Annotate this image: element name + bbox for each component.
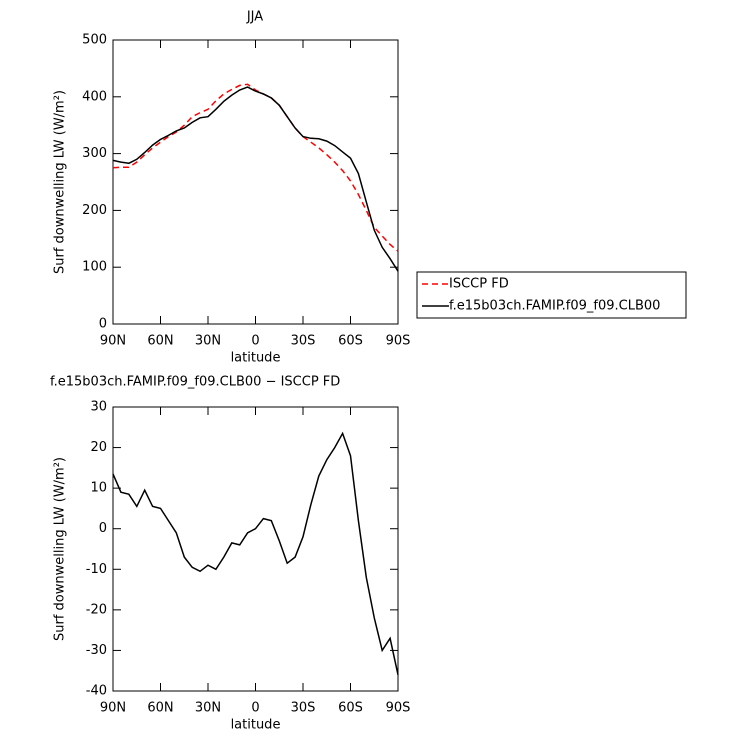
- y-tick-label: 20: [90, 440, 107, 455]
- chart-title: f.e15b03ch.FAMIP.f09_f09.CLB00 − ISCCP F…: [50, 375, 340, 390]
- y-tick-label: 10: [90, 481, 107, 496]
- y-axis-label: Surf downwelling LW (W/m²): [53, 457, 68, 641]
- x-tick-label: 30N: [195, 701, 221, 716]
- x-tick-label: 90S: [386, 334, 411, 349]
- x-tick-label: 90S: [386, 701, 411, 716]
- y-tick-label: 30: [90, 400, 107, 415]
- y-tick-label: 0: [99, 317, 107, 332]
- legend-box: [416, 271, 687, 319]
- y-tick-label: 100: [82, 260, 107, 275]
- plot-frame: [112, 39, 399, 325]
- x-tick-label: 30S: [291, 701, 316, 716]
- x-tick-label: 60N: [147, 701, 173, 716]
- y-tick-label: 500: [82, 33, 107, 48]
- y-tick-label: -30: [86, 643, 107, 658]
- chart-title: JJA: [246, 10, 263, 25]
- y-tick-label: 300: [82, 146, 107, 161]
- x-tick-label: 30N: [195, 334, 221, 349]
- x-tick-label: 0: [251, 334, 259, 349]
- x-tick-label: 0: [251, 701, 259, 716]
- x-tick-label: 90N: [100, 334, 126, 349]
- legend-label: f.e15b03ch.FAMIP.f09_f09.CLB00: [449, 299, 660, 314]
- x-tick-label: 60S: [338, 334, 363, 349]
- x-tick-label: 60N: [147, 334, 173, 349]
- x-tick-label: 30S: [291, 334, 316, 349]
- y-tick-label: 200: [82, 203, 107, 218]
- series-line: [112, 86, 399, 272]
- x-tick-label: 90N: [100, 701, 126, 716]
- y-axis-label: Surf downwelling LW (W/m²): [53, 90, 68, 274]
- y-tick-label: 0: [99, 521, 107, 536]
- legend-label: ISCCP FD: [449, 277, 509, 292]
- plot-frame: [112, 406, 399, 692]
- series-line: [112, 431, 399, 675]
- y-tick-label: -10: [86, 562, 107, 577]
- x-axis-label: latitude: [231, 718, 281, 733]
- series-line: [112, 83, 399, 252]
- y-tick-label: 400: [82, 89, 107, 104]
- y-tick-label: -40: [86, 684, 107, 699]
- x-tick-label: 60S: [338, 701, 363, 716]
- x-axis-label: latitude: [231, 351, 281, 366]
- y-tick-label: -20: [86, 602, 107, 617]
